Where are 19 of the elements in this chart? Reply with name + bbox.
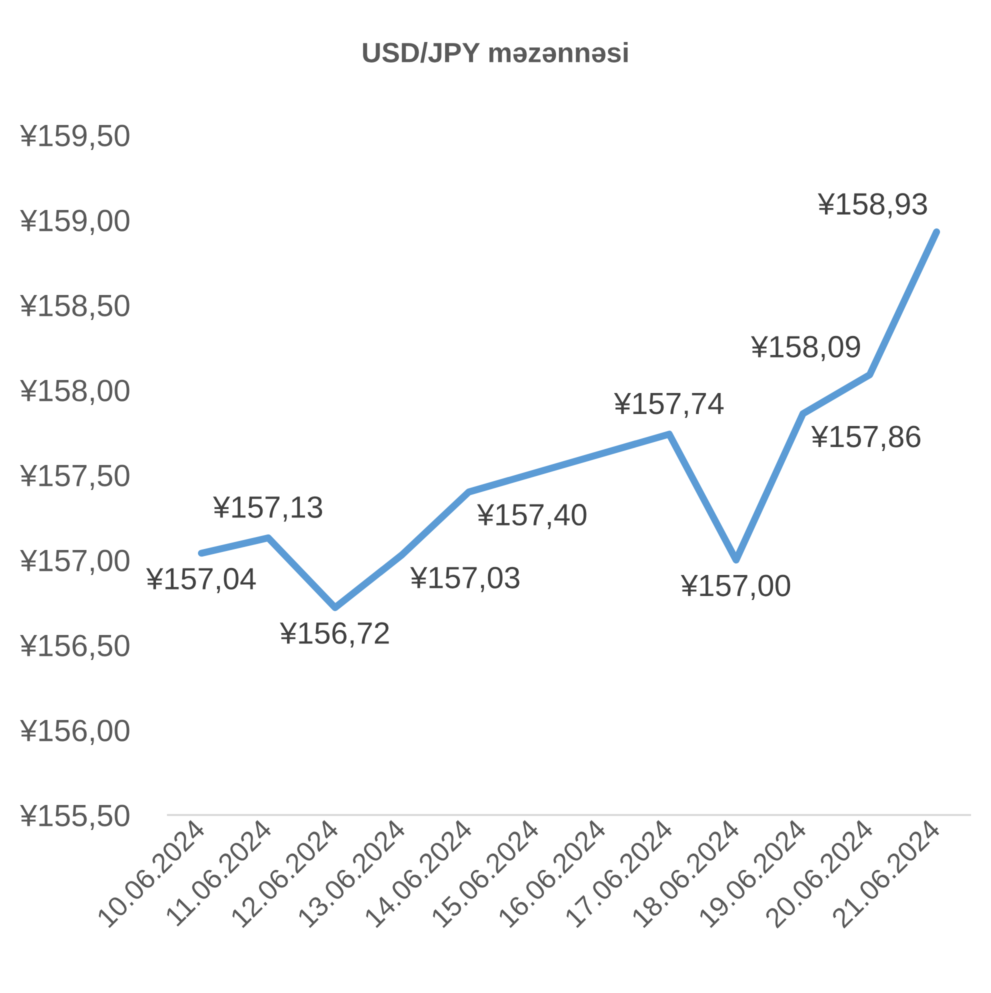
data-label: ¥157,03 [410, 566, 520, 592]
data-label: ¥157,74 [614, 392, 724, 418]
data-label: ¥157,86 [811, 426, 920, 451]
y-tick-label: ¥159,50 [20, 124, 130, 150]
y-tick-label: ¥157,50 [20, 464, 130, 490]
data-label: ¥157,40 [477, 504, 586, 530]
data-label: ¥157,04 [146, 568, 256, 594]
y-tick-label: ¥156,00 [20, 720, 130, 745]
data-label: ¥158,09 [750, 336, 860, 362]
y-tick-label: ¥159,00 [20, 210, 130, 235]
data-label: ¥157,00 [680, 574, 790, 600]
data-label: ¥156,72 [280, 622, 389, 648]
data-label: ¥158,93 [818, 193, 927, 218]
chart-title: USD/JPY məzənnəsi [363, 42, 628, 63]
y-tick-label: ¥158,00 [20, 380, 130, 405]
y-tick-label: ¥157,00 [20, 550, 130, 575]
y-tick-label: ¥158,50 [20, 294, 130, 320]
y-tick-label: ¥156,50 [20, 634, 130, 660]
data-label: ¥157,13 [213, 496, 322, 522]
